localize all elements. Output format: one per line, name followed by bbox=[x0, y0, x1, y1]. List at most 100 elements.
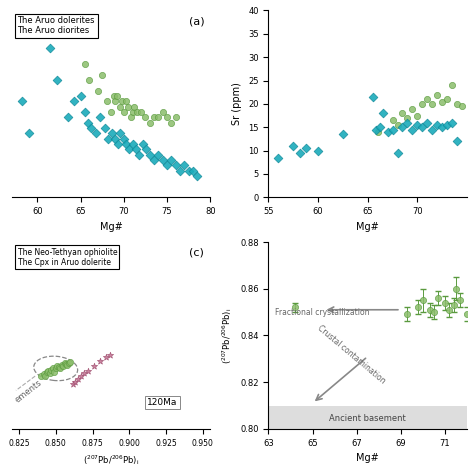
Point bbox=[302, 145, 310, 152]
Point bbox=[389, 126, 396, 133]
Point bbox=[137, 108, 145, 116]
X-axis label: $\mathregular{(^{207}Pb/^{206}Pb)_i}$: $\mathregular{(^{207}Pb/^{206}Pb)_i}$ bbox=[83, 453, 139, 467]
Point bbox=[446, 306, 453, 313]
Point bbox=[438, 123, 446, 131]
Point bbox=[428, 126, 436, 133]
Point bbox=[70, 98, 78, 105]
Point bbox=[102, 354, 109, 361]
Point bbox=[37, 372, 45, 380]
Point bbox=[85, 76, 93, 83]
Point bbox=[458, 102, 466, 110]
X-axis label: Mg#: Mg# bbox=[356, 453, 379, 463]
Point bbox=[441, 299, 449, 307]
Point bbox=[74, 375, 82, 383]
Point bbox=[394, 121, 401, 128]
Point bbox=[109, 92, 117, 100]
Text: Crustal contamination: Crustal contamination bbox=[316, 323, 387, 385]
Point bbox=[18, 98, 26, 105]
Point bbox=[419, 100, 426, 108]
Point bbox=[114, 140, 122, 148]
Point bbox=[46, 369, 54, 377]
Point bbox=[155, 151, 162, 158]
Text: (c): (c) bbox=[190, 247, 204, 258]
Point bbox=[107, 108, 115, 116]
Point bbox=[45, 367, 52, 374]
Point bbox=[376, 123, 383, 131]
Point bbox=[54, 363, 61, 370]
Point bbox=[189, 167, 197, 174]
Point bbox=[90, 363, 98, 370]
Point bbox=[453, 137, 461, 145]
Point bbox=[103, 98, 110, 105]
Point bbox=[159, 108, 166, 116]
Point bbox=[56, 365, 64, 372]
Point bbox=[290, 142, 297, 150]
Point bbox=[443, 121, 451, 128]
Point bbox=[122, 98, 129, 105]
Point bbox=[274, 154, 282, 161]
Point bbox=[374, 128, 382, 136]
Point bbox=[42, 372, 49, 380]
Point bbox=[452, 285, 460, 292]
Point bbox=[409, 105, 416, 112]
Point bbox=[80, 369, 88, 377]
Point bbox=[150, 156, 158, 164]
Point bbox=[291, 304, 299, 311]
Point bbox=[125, 146, 133, 153]
Point bbox=[120, 135, 128, 142]
Point bbox=[433, 91, 441, 98]
Point bbox=[168, 156, 175, 164]
Point bbox=[47, 366, 55, 374]
Point bbox=[414, 112, 421, 119]
Text: Ancient basement: Ancient basement bbox=[329, 414, 406, 423]
Point bbox=[409, 126, 416, 133]
Text: The Neo-Tethyan ophiolite
The Cpx in Aruo dolerite: The Neo-Tethyan ophiolite The Cpx in Aru… bbox=[18, 247, 117, 267]
Point bbox=[414, 121, 421, 128]
Point bbox=[181, 162, 188, 169]
Point bbox=[129, 140, 137, 148]
Point bbox=[133, 108, 141, 116]
Point bbox=[111, 135, 119, 142]
Point bbox=[59, 363, 67, 370]
Point bbox=[163, 113, 171, 121]
Point bbox=[123, 140, 130, 148]
Point bbox=[453, 100, 461, 108]
Point bbox=[404, 114, 411, 122]
Point bbox=[146, 119, 154, 127]
Point bbox=[296, 149, 304, 157]
Point bbox=[433, 121, 441, 128]
Point bbox=[62, 360, 70, 368]
Point bbox=[25, 129, 33, 137]
Point bbox=[70, 380, 77, 388]
Point bbox=[55, 364, 63, 371]
Point bbox=[118, 98, 126, 105]
Point bbox=[448, 119, 456, 127]
Point bbox=[65, 359, 73, 367]
Point bbox=[435, 294, 442, 302]
Point bbox=[415, 304, 422, 311]
Point bbox=[52, 365, 60, 372]
X-axis label: Mg#: Mg# bbox=[100, 221, 122, 232]
Text: The Aruo dolerites
The Aruo diorites: The Aruo dolerites The Aruo diorites bbox=[18, 16, 95, 36]
Point bbox=[87, 124, 95, 132]
Point bbox=[428, 100, 436, 108]
Point bbox=[124, 103, 132, 110]
Point bbox=[116, 103, 123, 110]
Point bbox=[404, 310, 411, 318]
Point bbox=[150, 113, 158, 121]
Point bbox=[61, 359, 68, 367]
Point bbox=[81, 108, 89, 116]
Point bbox=[111, 98, 119, 105]
Point bbox=[172, 162, 180, 169]
Point bbox=[101, 124, 109, 132]
Y-axis label: $\mathregular{(^{207}Pb/^{206}Pb)_i}$: $\mathregular{(^{207}Pb/^{206}Pb)_i}$ bbox=[220, 307, 235, 364]
Point bbox=[168, 119, 175, 127]
Point bbox=[84, 119, 91, 127]
Point bbox=[384, 128, 392, 136]
Point bbox=[129, 108, 137, 116]
Point bbox=[448, 82, 456, 89]
Text: (a): (a) bbox=[189, 16, 204, 26]
Point bbox=[372, 126, 380, 133]
Point bbox=[77, 372, 84, 380]
Point bbox=[105, 135, 112, 142]
